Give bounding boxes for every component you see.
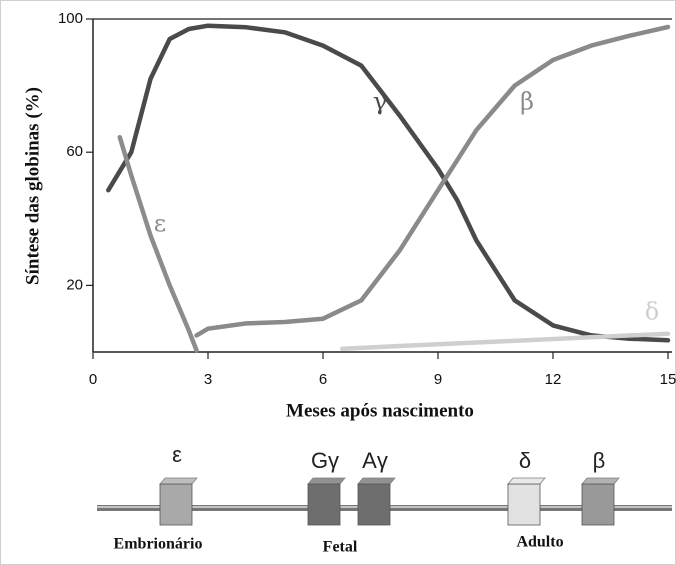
- gene-label: β: [593, 448, 606, 473]
- group-label: Fetal: [323, 539, 358, 556]
- gene-label: Aγ: [362, 448, 388, 473]
- x-axis-title: Meses após nascimento: [286, 400, 474, 421]
- gene-box-top: [159, 477, 198, 485]
- y-tick-label: 60: [66, 143, 83, 160]
- series-line: [106, 23, 671, 343]
- group-label: Embrionário: [114, 536, 203, 553]
- x-tick-label: 9: [434, 371, 442, 388]
- series-line: [194, 24, 671, 338]
- x-tick-label: 6: [319, 371, 327, 388]
- gene-box-top: [507, 477, 546, 485]
- gene-box: [159, 483, 193, 526]
- group-label: Adulto: [516, 534, 563, 551]
- gene-box: [581, 483, 615, 526]
- y-tick-label: 100: [58, 10, 83, 27]
- gene-label: Gγ: [311, 448, 339, 473]
- series-label: δ: [645, 298, 659, 326]
- x-tick-label: 15: [660, 371, 676, 388]
- series-label: γ: [373, 88, 387, 116]
- y-axis-title: Síntese das globinas (%): [22, 87, 43, 285]
- series-label: ε: [154, 210, 166, 238]
- x-tick-label: 12: [545, 371, 562, 388]
- series-line: [117, 134, 199, 353]
- series-line: [339, 331, 671, 351]
- y-tick-label: 20: [66, 276, 83, 293]
- gene-box: [307, 483, 341, 526]
- gene-label: ε: [172, 442, 182, 467]
- gene-box-top: [581, 477, 620, 485]
- x-tick-label: 0: [89, 371, 97, 388]
- series-label: β: [520, 88, 534, 116]
- gene-box-top: [357, 477, 396, 485]
- x-tick-label: 3: [204, 371, 212, 388]
- gene-box: [357, 483, 391, 526]
- gene-label: δ: [519, 448, 531, 473]
- gene-box: [507, 483, 541, 526]
- gene-box-top: [307, 477, 346, 485]
